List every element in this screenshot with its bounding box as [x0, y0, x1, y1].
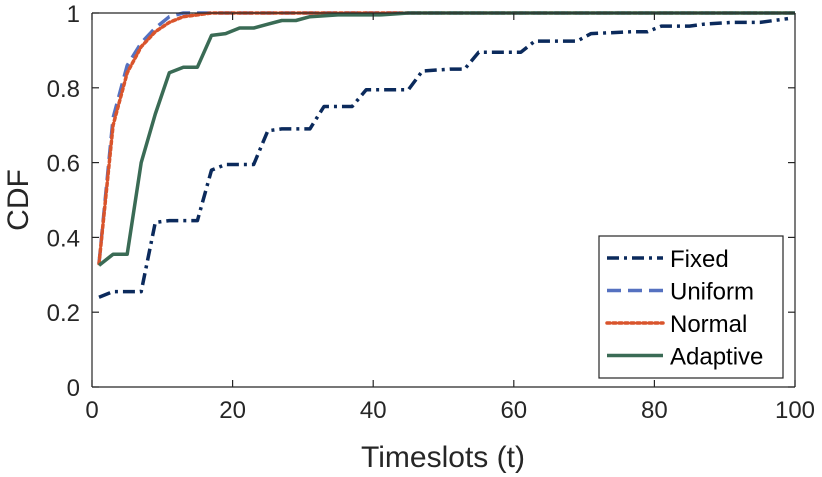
legend-label-fixed: Fixed	[670, 246, 729, 273]
series-layer	[97, 11, 797, 299]
y-tick-label: 1	[67, 1, 80, 28]
y-axis-label: CDF	[2, 169, 35, 231]
x-tick-label: 20	[219, 397, 246, 424]
x-tick-label: 80	[641, 397, 668, 424]
y-tick-label: 0.4	[47, 225, 80, 252]
legend-label-uniform: Uniform	[670, 279, 754, 306]
legend: Fixed Uniform Normal Adaptive	[598, 235, 784, 379]
x-tick-label: 100	[775, 397, 815, 424]
x-tick-label: 60	[500, 397, 527, 424]
y-tick-label: 0	[67, 375, 80, 402]
axes-layer: 0 20 40 60 80 100 0 0.2 0.4 0.6 0.8 1	[47, 1, 815, 424]
y-tick-label: 0.6	[47, 151, 80, 178]
x-tick-label: 40	[360, 397, 387, 424]
y-tick-label: 0.8	[47, 76, 80, 103]
series-line-normal	[97, 11, 797, 266]
x-tick-label: 0	[85, 397, 98, 424]
series-line-uniform	[97, 11, 795, 264]
legend-label-adaptive: Adaptive	[670, 344, 763, 371]
series-line-adaptive	[97, 11, 795, 267]
legend-label-normal: Normal	[670, 311, 747, 338]
y-tick-label: 0.2	[47, 300, 80, 327]
x-axis-label: Timeslots (t)	[361, 441, 525, 474]
